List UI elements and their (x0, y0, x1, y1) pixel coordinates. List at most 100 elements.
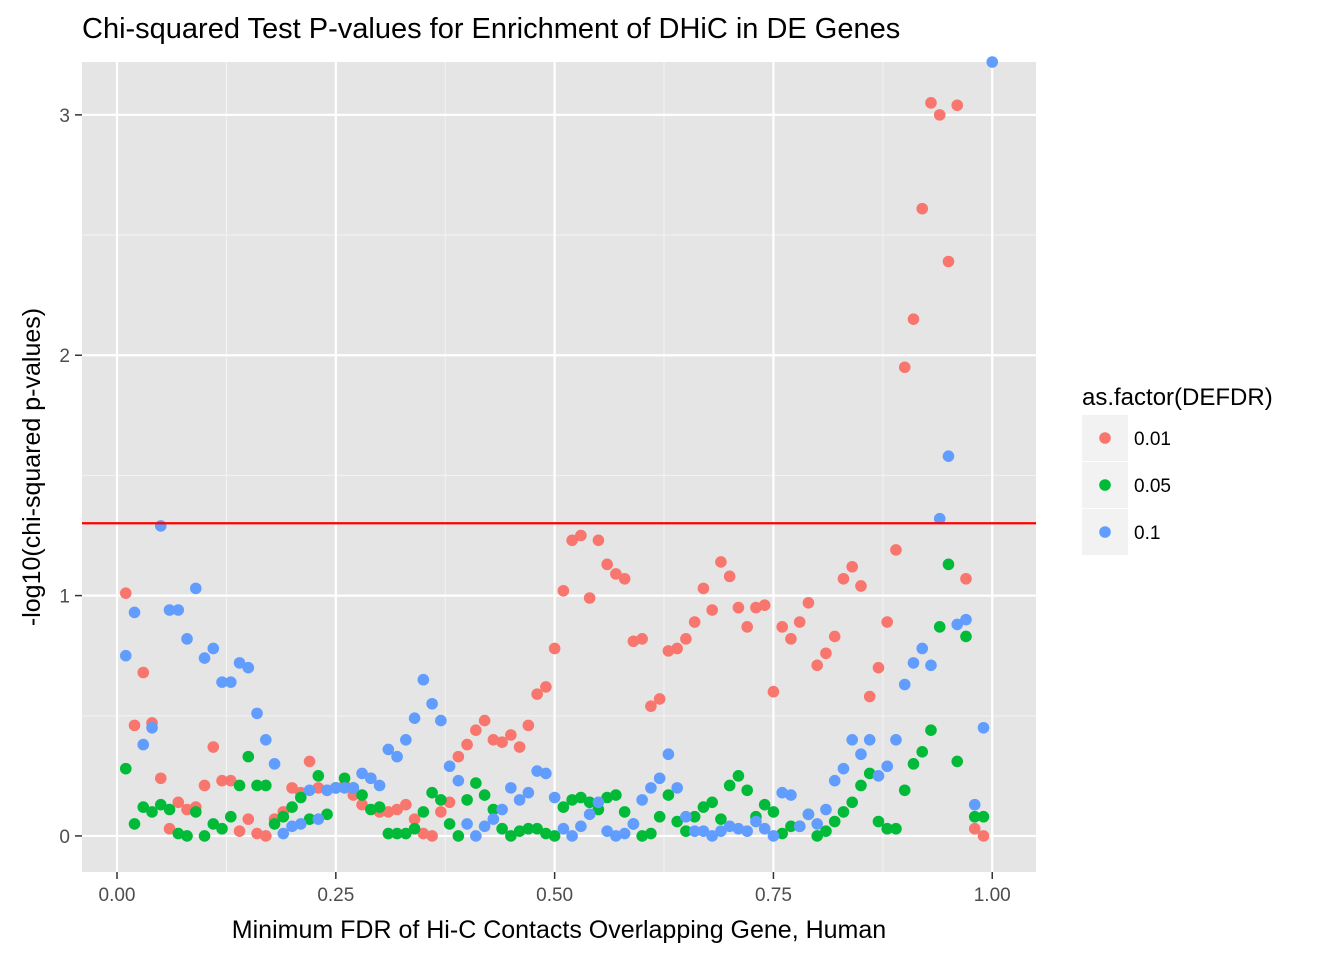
data-point (925, 724, 937, 736)
data-point (242, 750, 255, 763)
data-point (645, 782, 657, 794)
data-point (951, 755, 964, 768)
data-point (251, 779, 263, 792)
data-point (233, 825, 246, 837)
data-point (925, 659, 937, 672)
data-point (312, 770, 325, 782)
data-point (505, 830, 517, 842)
data-point (898, 361, 911, 374)
data-point (618, 827, 631, 840)
data-point (338, 772, 351, 785)
data-point (189, 582, 202, 595)
legend-label: 0.05 (1134, 476, 1171, 497)
data-point (671, 782, 683, 794)
data-point (540, 827, 552, 840)
data-point (688, 810, 701, 823)
y-tick-label: 3 (59, 106, 70, 127)
data-point (828, 630, 841, 643)
data-point (172, 796, 185, 809)
data-point (417, 806, 430, 818)
data-point (811, 659, 823, 672)
data-point (382, 827, 395, 840)
data-point (470, 777, 482, 789)
data-point (837, 806, 850, 818)
data-point (548, 830, 561, 842)
data-point (443, 818, 456, 830)
data-point (837, 572, 850, 585)
data-point (960, 572, 972, 585)
data-point (785, 789, 797, 801)
data-point (557, 584, 570, 597)
data-points (119, 56, 999, 842)
data-point (295, 791, 307, 804)
data-point (172, 604, 185, 616)
data-point (697, 825, 710, 837)
data-point (540, 681, 552, 693)
chart-title: Chi-squared Test P-values for Enrichment… (82, 13, 900, 45)
series-0-1 (119, 56, 999, 842)
data-point (863, 767, 876, 780)
data-point (890, 822, 902, 835)
data-point (400, 734, 412, 746)
data-point (977, 721, 990, 734)
data-point (163, 822, 176, 835)
data-point (566, 830, 578, 842)
data-point (811, 830, 823, 842)
data-point (242, 661, 255, 674)
data-point (452, 774, 465, 787)
data-point (881, 616, 894, 628)
data-point (575, 791, 587, 804)
data-point (531, 765, 543, 777)
data-point (505, 782, 517, 794)
data-point (776, 621, 788, 633)
data-point (977, 830, 990, 842)
data-point (295, 818, 307, 830)
series-0-05 (119, 558, 990, 842)
data-point (960, 630, 972, 643)
series-0-01 (119, 97, 990, 842)
data-point (478, 820, 491, 833)
data-point (522, 786, 535, 799)
data-point (863, 734, 876, 746)
data-point (233, 779, 246, 792)
data-point (907, 657, 920, 669)
data-point (951, 618, 964, 631)
data-point (461, 794, 473, 806)
data-point (942, 255, 955, 268)
data-point (767, 830, 780, 842)
data-point (303, 813, 316, 825)
data-point (391, 827, 403, 840)
data-point (181, 803, 193, 816)
data-point (785, 633, 797, 645)
data-point (496, 736, 508, 749)
data-point (916, 746, 929, 758)
data-point (461, 738, 473, 751)
data-point (400, 827, 412, 840)
data-point (820, 825, 832, 837)
data-point (146, 721, 158, 734)
data-point (452, 830, 465, 842)
data-point (671, 815, 683, 828)
data-point (443, 760, 456, 773)
data-point (610, 789, 622, 801)
data-point (636, 794, 648, 806)
data-point (723, 820, 736, 833)
data-point (417, 827, 430, 840)
data-point (154, 798, 167, 811)
data-point (846, 734, 859, 746)
data-point (251, 707, 263, 720)
data-point (697, 801, 710, 813)
data-point (732, 770, 745, 782)
data-point (802, 808, 815, 821)
data-point (618, 806, 631, 818)
data-point (750, 601, 762, 614)
data-point (286, 801, 298, 813)
data-point (540, 767, 552, 780)
data-point (890, 734, 902, 746)
data-point (863, 690, 876, 703)
data-point (426, 830, 438, 842)
x-tick-label: 0.00 (99, 885, 136, 906)
data-point (662, 789, 675, 801)
data-point (846, 560, 859, 573)
data-point (198, 830, 211, 842)
